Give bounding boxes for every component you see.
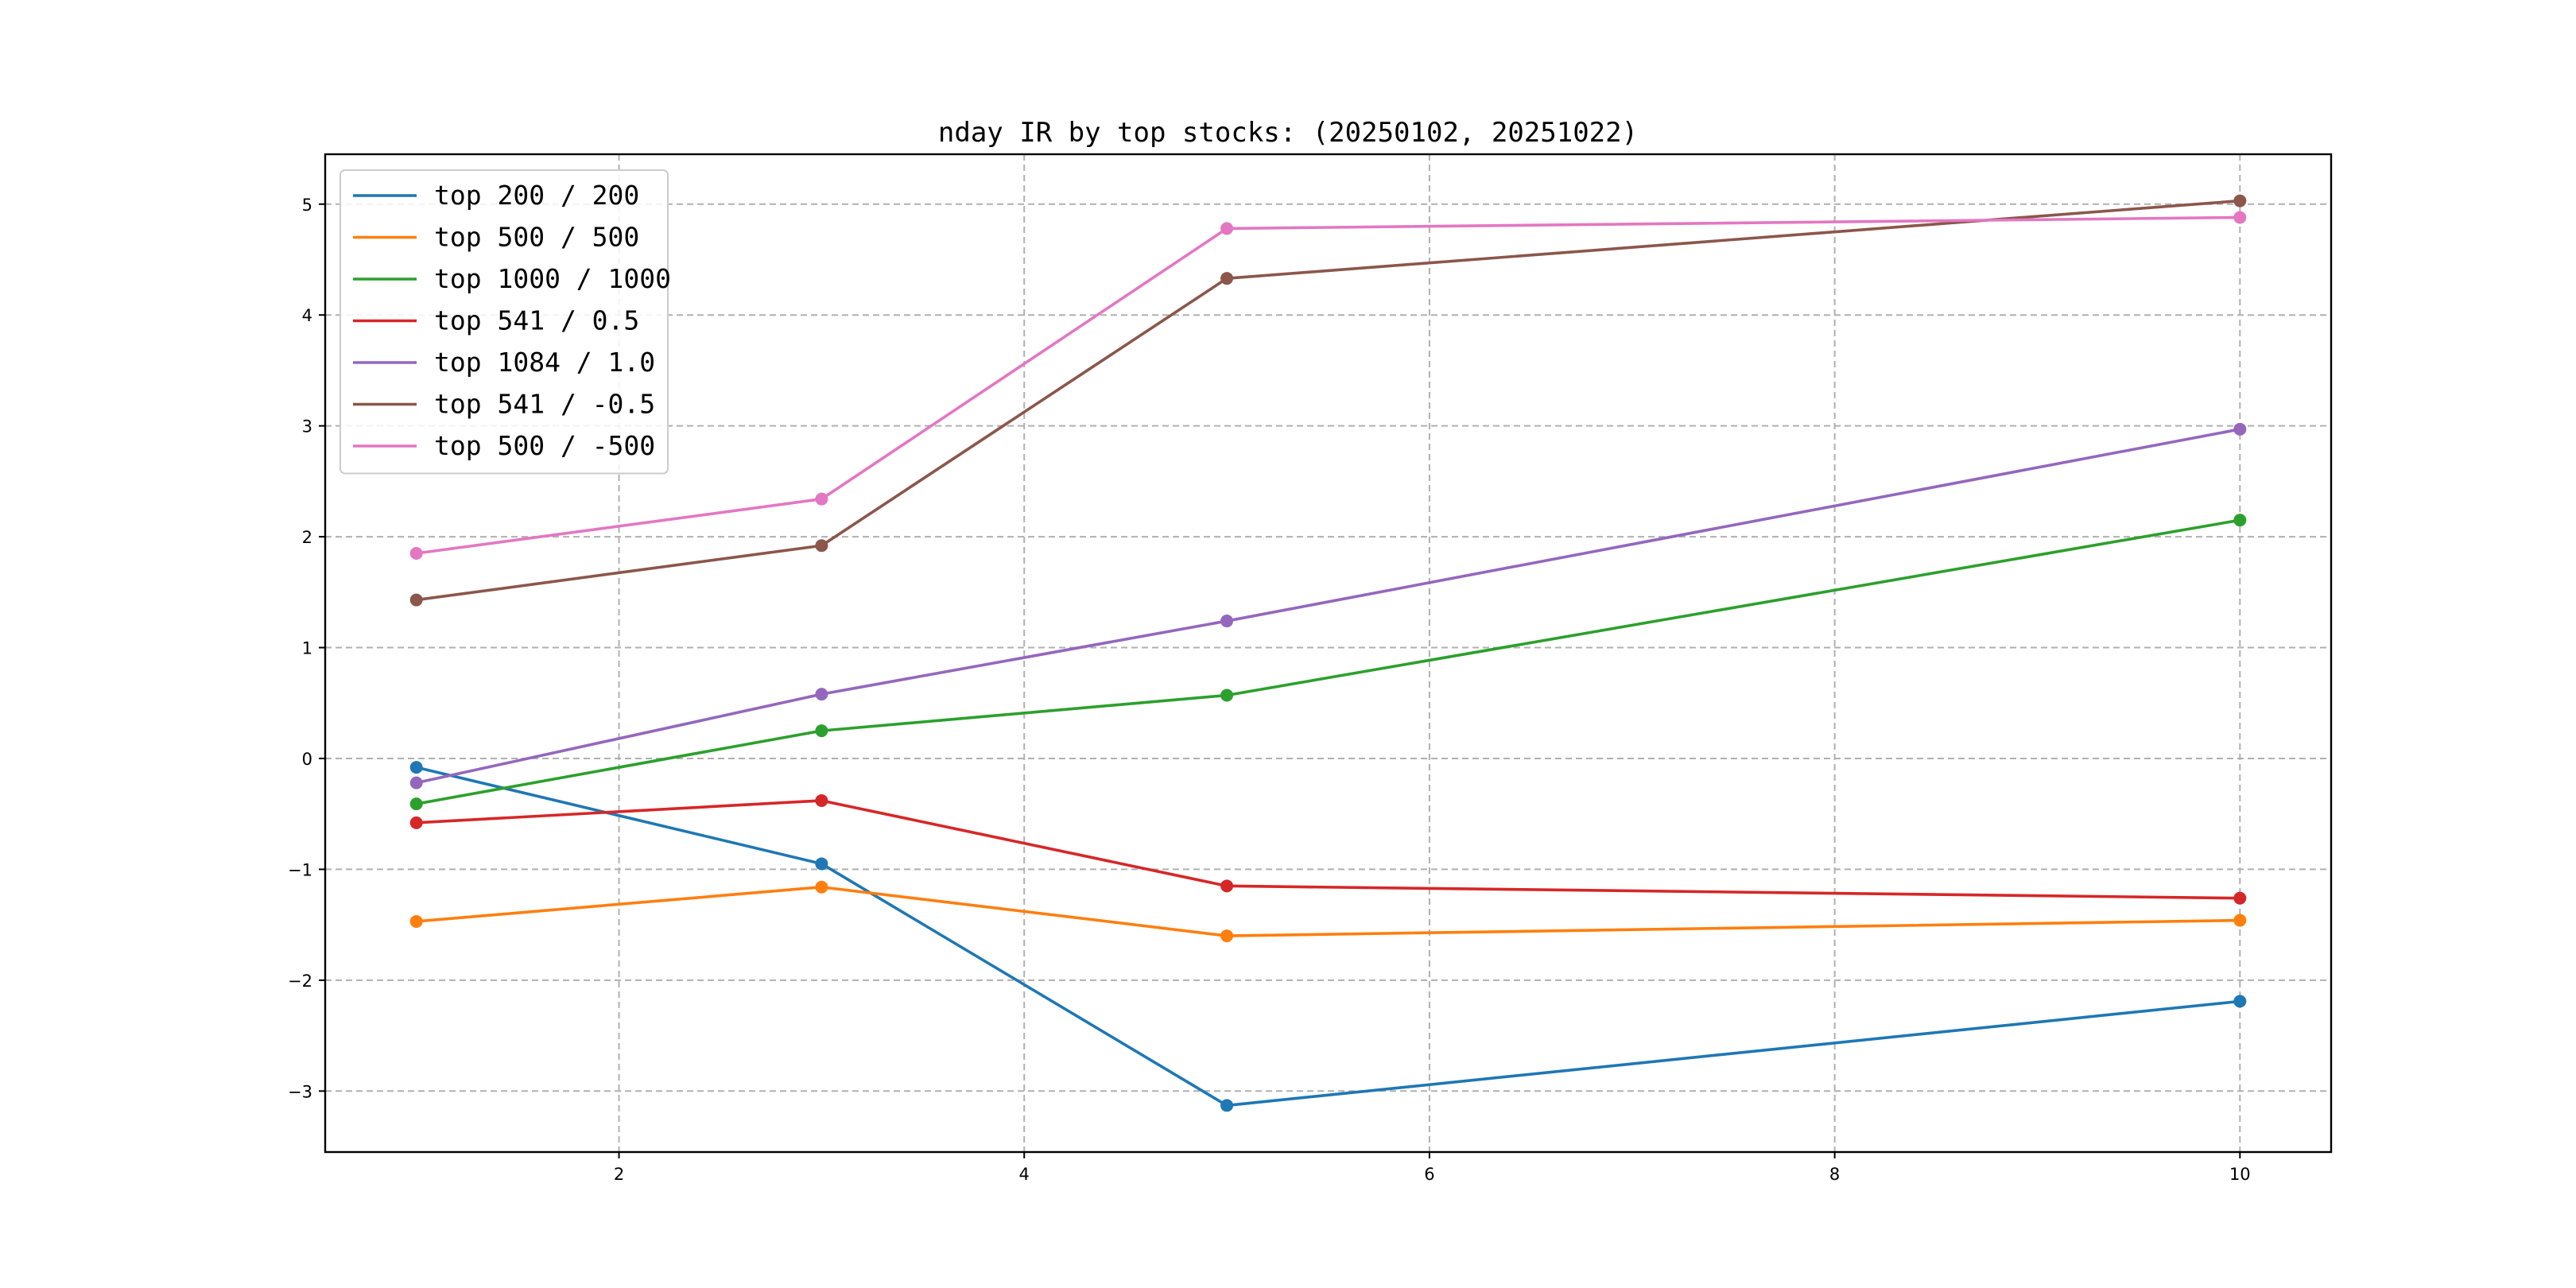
legend-label: top 541 / 0.5	[434, 305, 639, 336]
data-point	[1220, 615, 1234, 628]
y-tick-label: 5	[302, 196, 312, 215]
chart-title: nday IR by top stocks: (20250102, 202510…	[938, 117, 1638, 149]
data-point	[815, 857, 828, 871]
y-tick-label: −3	[288, 1082, 312, 1101]
data-point	[409, 547, 423, 560]
x-tick-label: 8	[1829, 1165, 1840, 1184]
legend-label: top 541 / -0.5	[434, 389, 655, 420]
data-point	[2233, 995, 2247, 1008]
data-point	[1220, 272, 1234, 285]
data-point	[815, 492, 828, 506]
series-line	[414, 428, 2242, 785]
y-tick-label: 3	[302, 417, 312, 436]
series	[409, 793, 2247, 905]
series-line	[414, 215, 2242, 555]
series	[409, 422, 2247, 789]
series-line	[414, 199, 2242, 602]
x-tick-label: 10	[2229, 1165, 2251, 1184]
legend-box	[339, 169, 669, 475]
data-point	[815, 539, 828, 553]
axes-frame	[324, 153, 2333, 1154]
data-point	[815, 793, 828, 807]
y-tick-label: −2	[288, 972, 312, 991]
data-point	[815, 688, 828, 701]
series	[409, 514, 2247, 811]
data-point	[409, 593, 423, 607]
data-point	[1220, 929, 1234, 943]
series-line	[414, 518, 2242, 805]
data-point	[1220, 1099, 1234, 1112]
data-point	[2233, 422, 2247, 436]
x-tick-label: 4	[1019, 1165, 1030, 1184]
data-point	[1220, 689, 1234, 702]
data-point	[2233, 914, 2247, 927]
data-point	[2233, 891, 2247, 905]
data-point	[409, 914, 423, 928]
legend-label: top 200 / 200	[434, 180, 639, 211]
series	[409, 880, 2247, 943]
data-point	[1220, 222, 1234, 235]
legend-label: top 500 / -500	[434, 430, 655, 461]
y-tick-label: 1	[302, 639, 312, 658]
data-point	[2233, 514, 2247, 527]
series	[409, 194, 2247, 607]
data-point	[815, 724, 828, 738]
data-point	[815, 880, 828, 894]
y-tick-label: 4	[302, 306, 312, 325]
legend-label: top 1000 / 1000	[434, 263, 671, 294]
series-line	[414, 766, 2242, 1108]
y-tick-label: 0	[302, 750, 312, 769]
data-point	[409, 816, 423, 829]
data-point	[1220, 879, 1234, 893]
x-tick-label: 6	[1424, 1165, 1434, 1184]
data-point	[2233, 211, 2247, 224]
series-group	[409, 194, 2247, 1112]
series	[409, 211, 2247, 560]
series-line	[414, 799, 2242, 900]
x-tick-label: 2	[614, 1165, 624, 1184]
axis-ticks: 2 4 6 8 10 −3 −2 −1 0 1 2 3 4 5	[288, 196, 2251, 1184]
data-point	[2233, 194, 2247, 208]
y-tick-label: −1	[288, 860, 312, 879]
series	[409, 761, 2247, 1112]
data-point	[409, 761, 423, 774]
data-point	[409, 797, 423, 811]
series-line	[414, 885, 2242, 937]
y-tick-label: 2	[302, 528, 312, 547]
legend: top 200 / 200 top 500 / 500 top 1000 / 100…	[339, 169, 671, 475]
legend-label: top 1084 / 1.0	[434, 347, 655, 378]
legend-label: top 500 / 500	[434, 222, 639, 253]
data-point	[409, 776, 423, 789]
